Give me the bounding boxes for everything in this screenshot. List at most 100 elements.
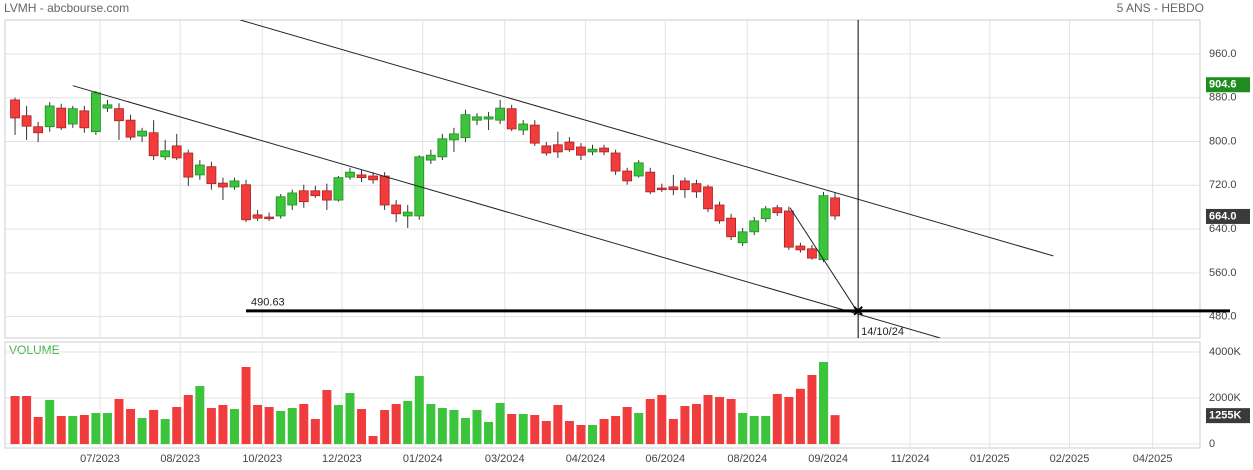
volume-bar — [657, 395, 667, 444]
volume-bar — [726, 398, 736, 444]
candle-body — [587, 148, 598, 153]
volume-bar — [10, 396, 20, 444]
volume-bar — [772, 393, 782, 444]
candle-body — [576, 146, 586, 156]
candle-body — [564, 141, 575, 151]
header-title: LVMH - abcbourse.com — [4, 1, 129, 15]
candle-body — [472, 116, 482, 121]
volume-bar — [22, 396, 32, 444]
volume-bar — [368, 435, 378, 444]
volume-title: VOLUME — [9, 343, 60, 357]
candle-body — [148, 132, 159, 157]
volume-bar — [680, 406, 690, 444]
volume-bar — [137, 418, 147, 444]
x-tick-label: 01/2024 — [403, 453, 443, 465]
volume-bar — [784, 397, 794, 444]
price-tag-label: 664.0 — [1209, 210, 1237, 222]
volume-bar — [322, 389, 332, 444]
candle-body — [79, 110, 90, 129]
candle-body — [737, 231, 748, 244]
price-tag — [1206, 208, 1250, 224]
candle-body — [44, 105, 55, 128]
candle-body — [830, 197, 840, 217]
y-tick-label: 2000K — [1209, 392, 1241, 404]
candle-body — [506, 108, 517, 130]
y-tick-label: 800.0 — [1209, 135, 1237, 147]
volume-bar — [622, 406, 632, 444]
volume-bar — [195, 385, 205, 444]
x-tick-label: 11/2024 — [891, 453, 930, 465]
candle-body — [726, 217, 737, 238]
volume-bar — [691, 404, 701, 444]
candle-body — [125, 119, 136, 138]
candle-body — [298, 190, 309, 203]
candle-body — [356, 174, 367, 179]
candle-body — [818, 195, 829, 261]
candle-body — [206, 166, 217, 185]
candle-body — [552, 144, 563, 153]
volume-bar — [507, 414, 517, 444]
x-tick-label: 06/2024 — [645, 453, 685, 465]
candle-body — [668, 186, 679, 191]
candle-body — [160, 150, 171, 158]
candle-body — [691, 183, 702, 193]
volume-bar — [414, 375, 424, 444]
trend-line — [240, 20, 1054, 257]
candle-body — [345, 171, 355, 178]
candle-body — [287, 192, 298, 206]
volume-bar — [576, 425, 586, 444]
volume-bar — [126, 408, 136, 444]
x-tick-label: 04/2025 — [1133, 453, 1173, 465]
candle-body — [402, 211, 413, 217]
candle-body — [783, 210, 794, 248]
x-tick-label: 09/2024 — [808, 453, 848, 465]
volume-bar — [703, 395, 713, 444]
x-tick-label: 10/2023 — [242, 453, 282, 465]
volume-bar — [761, 416, 771, 444]
candle-body — [656, 187, 667, 191]
x-tick-label: 04/2024 — [566, 453, 606, 465]
volume-bar — [818, 362, 828, 444]
volume-bar — [588, 425, 598, 444]
candle-body — [633, 162, 644, 177]
volume-bar — [830, 415, 840, 444]
volume-bar — [172, 406, 182, 444]
candle-body — [102, 104, 113, 109]
y-tick-label: 4000K — [1209, 346, 1241, 358]
volume-bar — [668, 418, 678, 444]
annotations — [72, 20, 1054, 338]
volume-bar — [114, 398, 124, 444]
volume-bar — [715, 397, 725, 444]
volume-bar — [218, 404, 228, 444]
candle-body — [33, 126, 44, 134]
volume-bar — [541, 420, 551, 444]
candle-body — [807, 248, 817, 259]
candle-body — [379, 175, 390, 206]
volume-bar — [333, 404, 343, 444]
candle-body — [241, 184, 251, 221]
candle-body — [622, 170, 633, 182]
candle-body — [137, 130, 147, 137]
volume-bar — [287, 408, 297, 444]
marker-cross — [853, 306, 863, 316]
volume-bar — [795, 388, 805, 444]
volume-bar — [357, 408, 367, 444]
volume-bar — [472, 410, 482, 444]
candle-body — [171, 145, 182, 159]
candle-body — [264, 216, 275, 220]
candle-body — [714, 204, 725, 222]
candle-body — [760, 208, 771, 220]
candle-body — [310, 190, 321, 197]
price-panel — [4, 19, 1201, 339]
volume-bar — [749, 416, 759, 444]
volume-bar — [229, 408, 239, 444]
candle-body — [183, 152, 194, 178]
y-tick-label: 960.0 — [1209, 48, 1237, 60]
candle-body — [541, 145, 552, 154]
volume-bar — [611, 416, 621, 444]
volume-bar — [276, 410, 286, 444]
candle-body — [114, 108, 124, 122]
volume-bar — [241, 366, 251, 444]
candle-body — [437, 138, 448, 158]
candle-body — [425, 154, 436, 161]
